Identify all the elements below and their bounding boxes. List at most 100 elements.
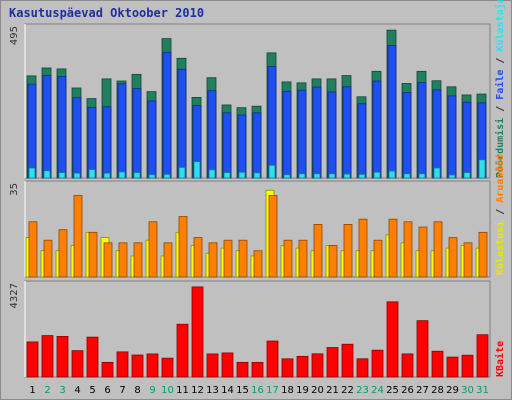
bar-top-faile-14 bbox=[222, 112, 232, 179]
legend-middle-part-1: / bbox=[495, 203, 506, 221]
legend-bottom: KBaite bbox=[494, 341, 506, 377]
bar-top-k-lastajaid-1 bbox=[28, 167, 36, 179]
bar-top-k-lastajaid-28 bbox=[433, 167, 441, 179]
bar-middle-aruanded-22 bbox=[343, 224, 353, 278]
x-tick-label-24: 24 bbox=[371, 385, 384, 396]
y-max-label-bottom: 4327 bbox=[9, 283, 20, 308]
bar-top-k-lastajaid-3 bbox=[58, 172, 66, 179]
x-tick-label-20: 20 bbox=[311, 385, 324, 396]
bar-bottom-kbaite-9 bbox=[146, 353, 159, 378]
x-tick-label-13: 13 bbox=[206, 385, 219, 396]
bar-middle-aruanded-1 bbox=[28, 221, 38, 278]
bar-middle-aruanded-6 bbox=[103, 242, 113, 278]
x-tick-label-6: 6 bbox=[104, 385, 110, 396]
bar-middle-aruanded-28 bbox=[433, 221, 443, 278]
bar-bottom-kbaite-12 bbox=[191, 286, 204, 378]
bar-bottom-kbaite-14 bbox=[221, 352, 234, 378]
bar-middle-aruanded-29 bbox=[448, 237, 458, 278]
bar-top-faile-2 bbox=[42, 75, 52, 179]
bar-middle-aruanded-18 bbox=[283, 239, 293, 278]
bar-top-k-lastajaid-15 bbox=[238, 171, 246, 179]
bar-top-k-lastajaid-12 bbox=[193, 161, 201, 179]
x-tick-label-5: 5 bbox=[89, 385, 95, 396]
bar-top-k-lastajaid-30 bbox=[463, 172, 471, 179]
x-tick-label-17: 17 bbox=[266, 385, 279, 396]
bar-top-faile-7 bbox=[117, 83, 127, 179]
legend-middle-part-0: Külastusi bbox=[494, 221, 506, 275]
bar-top-faile-10 bbox=[162, 51, 172, 179]
bar-top-faile-29 bbox=[447, 95, 457, 179]
bar-bottom-kbaite-28 bbox=[431, 350, 444, 378]
bar-top-k-lastajaid-13 bbox=[208, 169, 216, 179]
x-tick-label-19: 19 bbox=[296, 385, 309, 396]
bar-bottom-kbaite-17 bbox=[266, 340, 279, 378]
bar-bottom-kbaite-21 bbox=[326, 347, 339, 378]
x-tick-label-23: 23 bbox=[356, 385, 369, 396]
bar-top-faile-6 bbox=[102, 106, 112, 179]
x-tick-label-22: 22 bbox=[341, 385, 354, 396]
x-tick-label-16: 16 bbox=[251, 385, 264, 396]
bar-middle-aruanded-19 bbox=[298, 239, 308, 278]
bar-bottom-kbaite-3 bbox=[56, 335, 69, 378]
bar-middle-aruanded-5 bbox=[88, 231, 98, 278]
bar-middle-aruanded-11 bbox=[178, 216, 188, 278]
bar-bottom-kbaite-5 bbox=[86, 336, 99, 378]
bar-top-k-lastajaid-17 bbox=[268, 164, 276, 179]
x-tick-label-31: 31 bbox=[476, 385, 489, 396]
legend-top-part-2: Faile bbox=[494, 70, 506, 100]
bar-bottom-kbaite-24 bbox=[371, 349, 384, 378]
bar-top-faile-26 bbox=[402, 92, 412, 179]
legend-top-part-3: / bbox=[495, 52, 506, 70]
bar-bottom-kbaite-20 bbox=[311, 353, 324, 378]
bar-bottom-kbaite-10 bbox=[161, 357, 174, 378]
bar-middle-aruanded-14 bbox=[223, 239, 233, 278]
bar-middle-aruanded-23 bbox=[358, 218, 368, 278]
bar-top-k-lastajaid-9 bbox=[148, 174, 156, 179]
bar-middle-aruanded-13 bbox=[208, 242, 218, 278]
bar-bottom-kbaite-18 bbox=[281, 358, 294, 378]
bar-top-k-lastajaid-4 bbox=[73, 172, 81, 179]
bar-bottom-kbaite-19 bbox=[296, 355, 309, 378]
bar-bottom-kbaite-8 bbox=[131, 354, 144, 378]
bar-top-k-lastajaid-5 bbox=[88, 169, 96, 179]
bar-top-k-lastajaid-25 bbox=[388, 170, 396, 179]
bar-top-faile-23 bbox=[357, 103, 367, 179]
legend-top: Pöördumisi / Faile / Külastajaid bbox=[494, 0, 506, 178]
legend-top-part-1: / bbox=[495, 100, 506, 118]
bar-middle-aruanded-12 bbox=[193, 237, 203, 278]
bar-middle-aruanded-8 bbox=[133, 242, 143, 278]
bar-top-faile-15 bbox=[237, 114, 247, 179]
bar-top-k-lastajaid-22 bbox=[343, 173, 351, 179]
bar-bottom-kbaite-26 bbox=[401, 353, 414, 378]
bar-top-k-lastajaid-29 bbox=[448, 174, 456, 179]
x-tick-label-27: 27 bbox=[416, 385, 429, 396]
bar-top-faile-22 bbox=[342, 86, 352, 179]
bar-middle-aruanded-30 bbox=[463, 242, 473, 278]
bar-top-faile-11 bbox=[177, 68, 187, 179]
bar-top-faile-18 bbox=[282, 90, 292, 179]
x-tick-label-25: 25 bbox=[386, 385, 399, 396]
x-tick-label-9: 9 bbox=[149, 385, 155, 396]
bar-top-k-lastajaid-2 bbox=[43, 170, 51, 179]
bar-middle-aruanded-27 bbox=[418, 226, 428, 278]
x-tick-label-30: 30 bbox=[461, 385, 474, 396]
bar-bottom-kbaite-4 bbox=[71, 350, 84, 378]
bar-middle-aruanded-17 bbox=[268, 195, 278, 278]
bar-top-faile-1 bbox=[27, 83, 37, 179]
y-max-label-top: 495 bbox=[9, 26, 20, 45]
bar-top-faile-25 bbox=[387, 45, 397, 179]
bar-middle-aruanded-3 bbox=[58, 229, 68, 278]
x-tick-label-2: 2 bbox=[44, 385, 50, 396]
bar-top-k-lastajaid-11 bbox=[178, 166, 186, 179]
x-tick-label-3: 3 bbox=[59, 385, 65, 396]
x-tick-label-21: 21 bbox=[326, 385, 339, 396]
bar-top-k-lastajaid-24 bbox=[373, 171, 381, 179]
bar-bottom-kbaite-13 bbox=[206, 353, 219, 378]
bar-bottom-kbaite-15 bbox=[236, 361, 249, 378]
bar-middle-aruanded-10 bbox=[163, 242, 173, 278]
bar-top-faile-4 bbox=[72, 97, 82, 179]
x-tick-label-4: 4 bbox=[74, 385, 80, 396]
x-tick-label-7: 7 bbox=[119, 385, 125, 396]
bar-top-k-lastajaid-6 bbox=[103, 172, 111, 179]
